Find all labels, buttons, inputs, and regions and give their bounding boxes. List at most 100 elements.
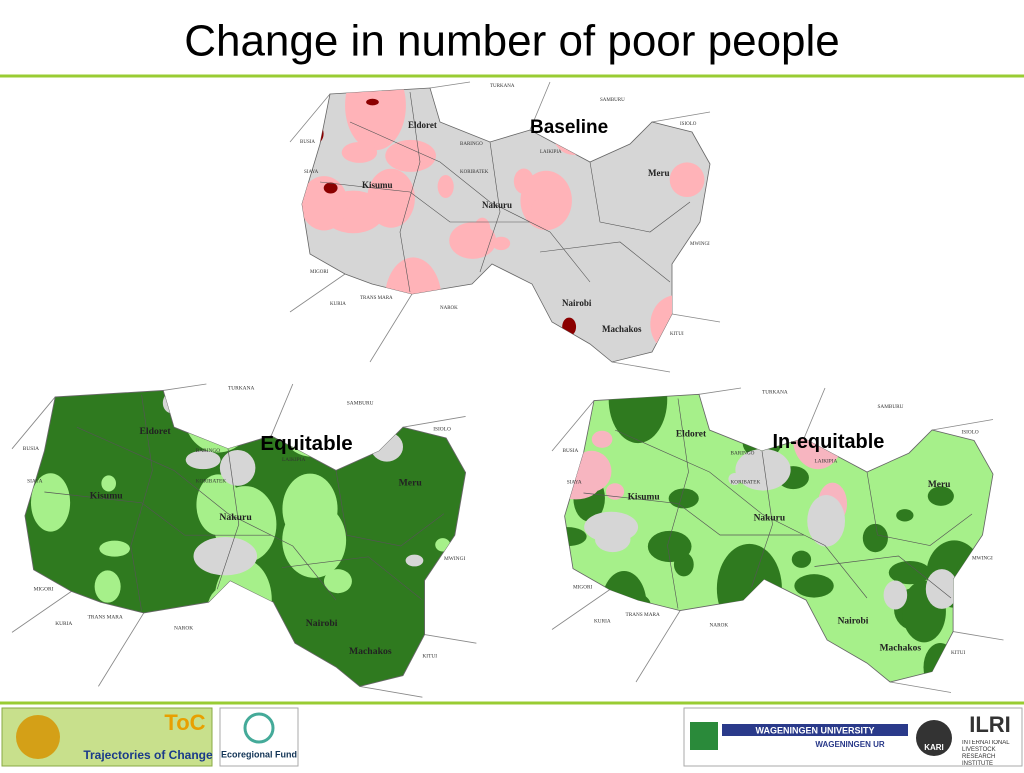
patch	[385, 139, 436, 172]
place-name: TURKANA	[228, 386, 254, 392]
patch	[608, 394, 668, 444]
place-name: SAMBURU	[347, 401, 374, 407]
place-name: MWINGI	[690, 242, 710, 247]
patch	[185, 450, 221, 470]
district-border	[583, 492, 804, 536]
place-name: KORIBATEK	[731, 480, 761, 486]
patch	[883, 580, 908, 610]
district-border	[479, 141, 501, 273]
district-border	[335, 470, 445, 547]
patch	[367, 168, 415, 228]
place-name: BUSIA	[300, 140, 315, 145]
patch	[94, 570, 121, 603]
place-name: KURIA	[55, 621, 72, 627]
patch	[193, 536, 258, 576]
patch	[341, 141, 378, 163]
footer-left: ToC Trajectories of Change Ecoregional F…	[1, 707, 299, 767]
place-name: MWINGI	[972, 555, 993, 561]
outer-boundary	[11, 383, 477, 698]
district-border	[349, 121, 591, 283]
district-border	[667, 398, 689, 609]
map-label: Baseline	[530, 117, 608, 138]
place-name: Meru	[928, 480, 951, 490]
map-label: Equitable	[260, 432, 352, 455]
place-name: TRANS MARA	[626, 612, 660, 618]
eco-box	[219, 707, 299, 767]
place-name: BARINGO	[196, 448, 221, 454]
patch	[323, 182, 338, 194]
toc-logo: ToC	[164, 710, 205, 735]
place-name: SAMBURU	[878, 404, 904, 410]
wageningen-ur: WAGENINGEN UR	[815, 740, 885, 749]
ilri: ILRI	[969, 712, 1011, 737]
patch	[101, 475, 117, 492]
patch	[735, 448, 791, 491]
place-name: Kisumu	[628, 492, 660, 502]
place-name: KURIA	[330, 302, 346, 307]
kari: KARI	[924, 743, 944, 752]
place-name: KITUI	[670, 332, 684, 337]
footer-right: WAGENINGEN UNIVERSITY WAGENINGEN UR KARI…	[683, 707, 1023, 767]
patch	[888, 561, 931, 585]
place-name: SIAYA	[304, 170, 319, 175]
patch	[728, 472, 742, 485]
place-name: Nakuru	[219, 512, 252, 523]
patch	[323, 569, 352, 594]
place-name: ISIOLO	[680, 122, 697, 127]
district-border	[281, 556, 423, 601]
patch	[862, 523, 888, 553]
place-name: LAIKIPIA	[540, 150, 562, 155]
patch	[925, 569, 958, 609]
district-border	[614, 429, 868, 599]
patch	[896, 509, 914, 522]
patch	[99, 540, 130, 557]
place-name: TURKANA	[762, 389, 788, 395]
place-name: KITUI	[422, 653, 437, 659]
place-name: Nakuru	[482, 200, 512, 210]
place-name: NAROK	[174, 625, 193, 631]
patch	[669, 162, 705, 198]
place-name: BUSIA	[23, 446, 39, 452]
patch	[668, 488, 699, 509]
place-name: LAIKIPIA	[815, 459, 838, 465]
patch	[794, 574, 834, 598]
outer-boundary	[551, 387, 1004, 693]
place-name: Eldoret	[676, 429, 707, 439]
wur-logo	[690, 722, 718, 750]
place-name: MIGORI	[310, 270, 329, 275]
patch	[605, 483, 625, 500]
place-name: ISIOLO	[962, 429, 979, 435]
patch	[282, 473, 338, 545]
district-border	[866, 471, 973, 546]
place-name: Machakos	[602, 324, 642, 334]
place-name: BARINGO	[731, 450, 755, 456]
place-name: Nairobi	[306, 618, 338, 629]
place-name: Meru	[648, 168, 670, 178]
district-border	[44, 491, 272, 536]
patch	[366, 98, 379, 106]
wageningen: WAGENINGEN UNIVERSITY	[755, 725, 874, 735]
district-border	[399, 91, 421, 293]
place-name: TRANS MARA	[360, 296, 393, 301]
patch	[647, 530, 692, 563]
place-name: TRANS MARA	[88, 615, 123, 621]
district-border	[539, 241, 671, 283]
patch	[437, 175, 454, 199]
district-border	[76, 426, 337, 601]
place-name: ISIOLO	[433, 427, 451, 433]
place-name: Meru	[399, 478, 423, 489]
partner-box	[683, 707, 1023, 767]
place-name: KURIA	[594, 618, 611, 624]
place-name: Eldoret	[408, 120, 437, 130]
toc-name: Trajectories of Change	[83, 748, 213, 762]
map: Eldoret Kisumu Nakuru Nairobi Machakos Meru TU…	[3, 379, 479, 698]
patch	[30, 473, 71, 532]
place-name: Kisumu	[362, 180, 393, 190]
place-name: MWINGI	[444, 556, 465, 562]
patch	[927, 486, 954, 506]
patch	[492, 236, 511, 251]
patch	[807, 495, 846, 547]
place-name: TURKANA	[490, 84, 515, 89]
patch	[591, 430, 613, 448]
eco-logo	[243, 712, 275, 744]
